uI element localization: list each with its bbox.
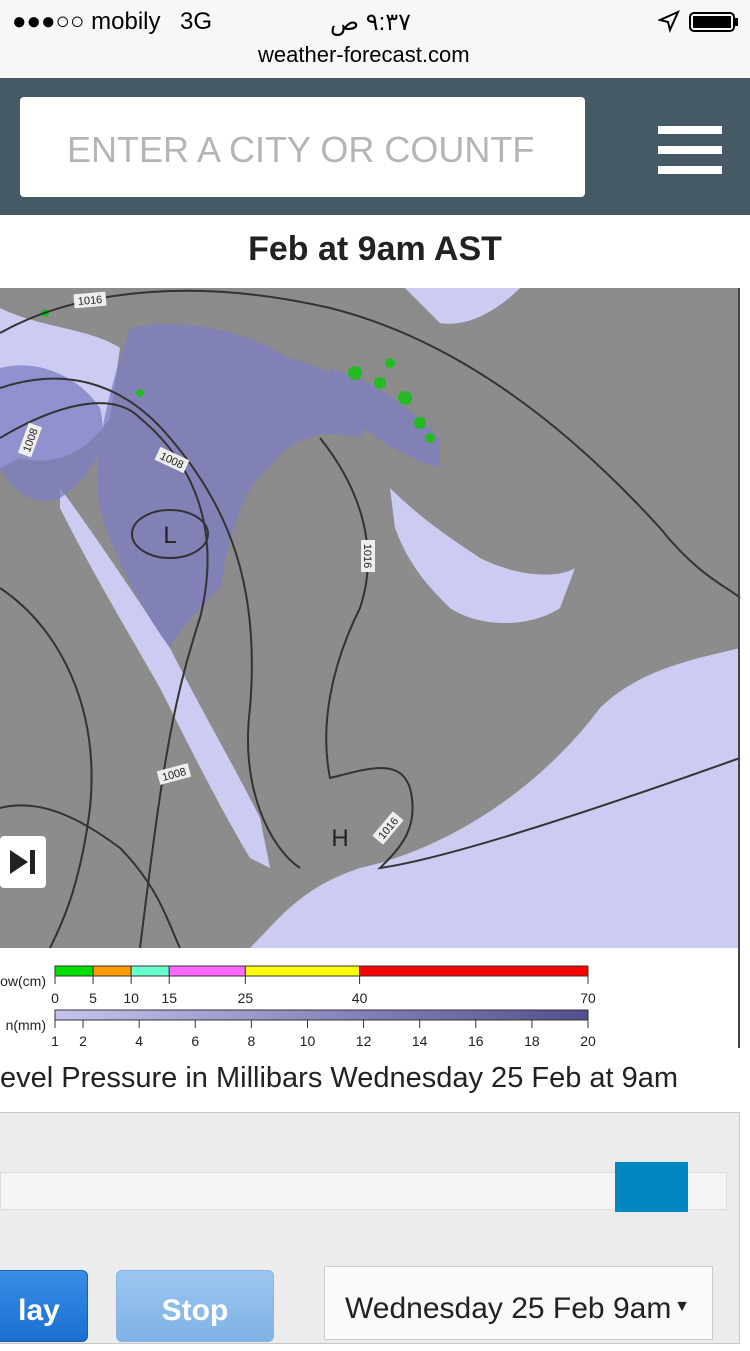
- legend-tick-label: 6: [191, 1033, 199, 1048]
- legend-tick-label: 8: [247, 1033, 255, 1048]
- legend-tick-label: 1: [51, 1033, 59, 1048]
- slider-track[interactable]: [0, 1172, 727, 1210]
- pressure-center: H: [331, 825, 348, 852]
- legend-tick-label: 10: [300, 1033, 316, 1048]
- header: ENTER A CITY OR COUNTF: [0, 78, 750, 215]
- legend-tick-label: 25: [238, 990, 254, 1006]
- menu-bar[interactable]: [658, 166, 722, 174]
- isobar-label-bg: [17, 422, 43, 458]
- isobar-label: 1016: [361, 544, 373, 568]
- status-bar: ●●●○○ mobily 3G ٩:٣٧ ص weather-forecast.…: [0, 0, 750, 78]
- map-title: Feb at 9am AST: [248, 230, 502, 268]
- slider-handle[interactable]: [615, 1162, 688, 1212]
- menu-bar[interactable]: [658, 146, 722, 154]
- play-button[interactable]: lay: [0, 1270, 88, 1342]
- stop-button[interactable]: Stop: [116, 1270, 274, 1342]
- legend-tick-label: 15: [161, 990, 177, 1006]
- legend-swatch: [359, 965, 589, 977]
- legend-swatch: [54, 965, 94, 977]
- legend-colorbar: [54, 1009, 589, 1021]
- legend-tick-label: 5: [89, 990, 97, 1006]
- isobar-label-bg: [154, 446, 190, 474]
- legend-swatch: [244, 965, 361, 977]
- legend-tick-label: 18: [524, 1033, 540, 1048]
- legend-swatch: [130, 965, 170, 977]
- legend-tick-label: 2: [79, 1033, 87, 1048]
- legend-label: n(mm): [6, 1017, 46, 1033]
- next-icon: [10, 850, 35, 874]
- pressure-center: L: [163, 522, 176, 549]
- carrier: ●●●○○ mobily: [12, 8, 161, 35]
- legend-swatch: [168, 965, 246, 977]
- legend-tick-label: 0: [51, 990, 59, 1006]
- legend-tick-label: 14: [412, 1033, 428, 1048]
- legend-tick-label: 4: [135, 1033, 143, 1048]
- network: 3G: [180, 8, 213, 35]
- date-text: Wednesday 25 Feb 9am: [345, 1292, 672, 1325]
- legend-tick-label: 10: [123, 990, 139, 1006]
- legend-tick-label: 16: [468, 1033, 484, 1048]
- isobar-label-bg: [156, 763, 192, 785]
- clock: ٩:٣٧ ص: [330, 9, 412, 36]
- search-input[interactable]: ENTER A CITY OR COUNTF: [20, 97, 585, 197]
- search-placeholder: ENTER A CITY OR COUNTF: [67, 129, 535, 170]
- legend-tick-label: 12: [356, 1033, 372, 1048]
- map-caption: evel Pressure in Millibars Wednesday 25 …: [0, 1062, 679, 1094]
- legend-label: ow(cm): [0, 973, 46, 989]
- dropdown-arrow: ▼: [674, 1298, 690, 1315]
- isobar-label: 1016: [77, 294, 102, 308]
- isobar-label-bg: [73, 291, 107, 309]
- status-icons: [658, 10, 738, 34]
- menu-bar[interactable]: [658, 126, 722, 134]
- legend-swatch: [92, 965, 132, 977]
- legend-tick-label: 70: [580, 990, 596, 1006]
- date-select[interactable]: Wednesday 25 Feb 9am ▼: [324, 1266, 713, 1340]
- isobar-label-bg: [372, 811, 404, 845]
- legend-tick-label: 20: [580, 1033, 596, 1048]
- isobar-label-bg: [361, 540, 375, 572]
- legend-tick-label: 40: [352, 990, 368, 1006]
- url: weather-forecast.com: [258, 42, 470, 67]
